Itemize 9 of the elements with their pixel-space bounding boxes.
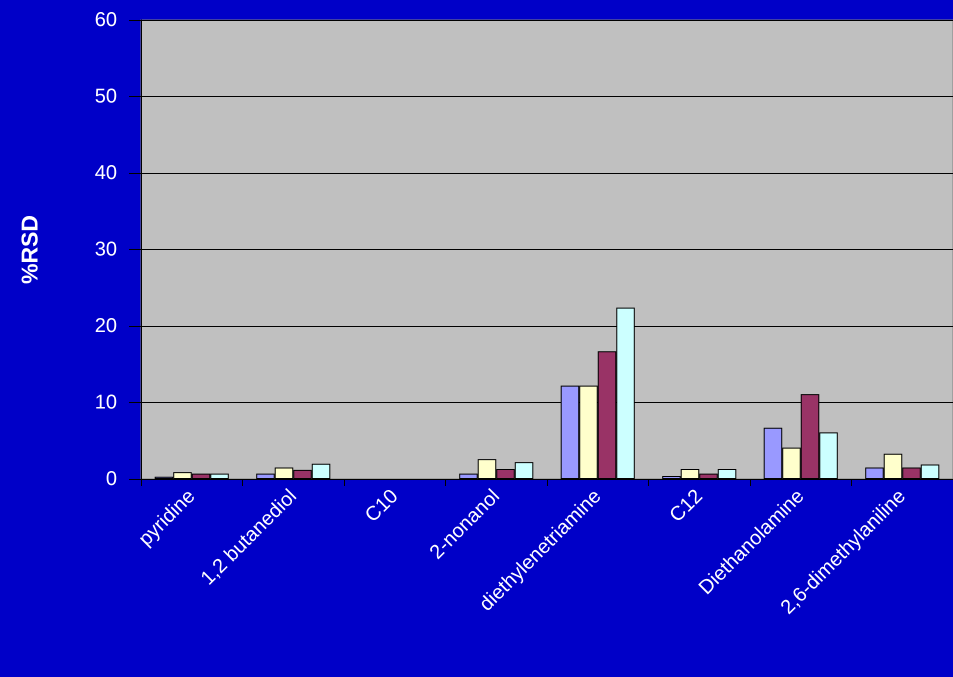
- y-tick-label: 40: [94, 162, 117, 184]
- y-axis-title: %RSD: [16, 214, 42, 284]
- y-tick-label: 10: [94, 392, 117, 414]
- y-tick-label: 20: [94, 315, 117, 337]
- y-tick-label: 60: [94, 9, 117, 31]
- y-tick-label: 50: [94, 86, 117, 108]
- x-tick-label: C10: [361, 485, 403, 527]
- y-tick-label: 0: [106, 468, 117, 490]
- y-tick-label: 30: [94, 238, 117, 260]
